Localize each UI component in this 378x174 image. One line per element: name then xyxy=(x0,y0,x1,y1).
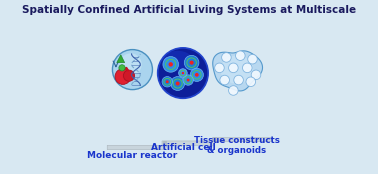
Ellipse shape xyxy=(195,73,199,77)
Ellipse shape xyxy=(120,53,142,75)
Polygon shape xyxy=(220,56,253,84)
Polygon shape xyxy=(107,144,168,150)
Ellipse shape xyxy=(169,62,173,67)
Ellipse shape xyxy=(189,61,194,65)
Ellipse shape xyxy=(162,77,172,87)
Polygon shape xyxy=(212,137,271,141)
Text: Tissue constructs
& organoids: Tissue constructs & organoids xyxy=(194,136,280,155)
Text: Spatially Confined Artificial Living Systems at Multiscale: Spatially Confined Artificial Living Sys… xyxy=(22,5,356,15)
Polygon shape xyxy=(213,137,216,141)
Polygon shape xyxy=(162,140,217,145)
Ellipse shape xyxy=(184,55,199,70)
Ellipse shape xyxy=(234,75,243,85)
Text: Artificial cell: Artificial cell xyxy=(150,143,215,152)
Ellipse shape xyxy=(222,53,231,62)
Ellipse shape xyxy=(229,86,238,95)
Ellipse shape xyxy=(246,77,256,86)
Ellipse shape xyxy=(251,70,261,80)
Polygon shape xyxy=(117,55,125,63)
Ellipse shape xyxy=(163,51,193,71)
Ellipse shape xyxy=(166,80,169,83)
Ellipse shape xyxy=(123,70,135,81)
Ellipse shape xyxy=(229,63,238,73)
Ellipse shape xyxy=(190,68,203,81)
Ellipse shape xyxy=(178,69,187,77)
Ellipse shape xyxy=(119,65,125,71)
Ellipse shape xyxy=(187,79,190,81)
Ellipse shape xyxy=(171,77,184,90)
Ellipse shape xyxy=(220,75,229,85)
Ellipse shape xyxy=(243,63,252,73)
Ellipse shape xyxy=(158,48,208,98)
Ellipse shape xyxy=(248,54,257,64)
Ellipse shape xyxy=(183,75,194,85)
Ellipse shape xyxy=(163,57,178,72)
Ellipse shape xyxy=(235,51,245,61)
Polygon shape xyxy=(163,141,166,145)
Text: Molecular reactor: Molecular reactor xyxy=(87,151,178,160)
Ellipse shape xyxy=(112,50,152,90)
Ellipse shape xyxy=(182,72,184,74)
Ellipse shape xyxy=(176,82,180,85)
Ellipse shape xyxy=(215,63,224,73)
Polygon shape xyxy=(213,51,262,91)
Ellipse shape xyxy=(115,69,131,84)
